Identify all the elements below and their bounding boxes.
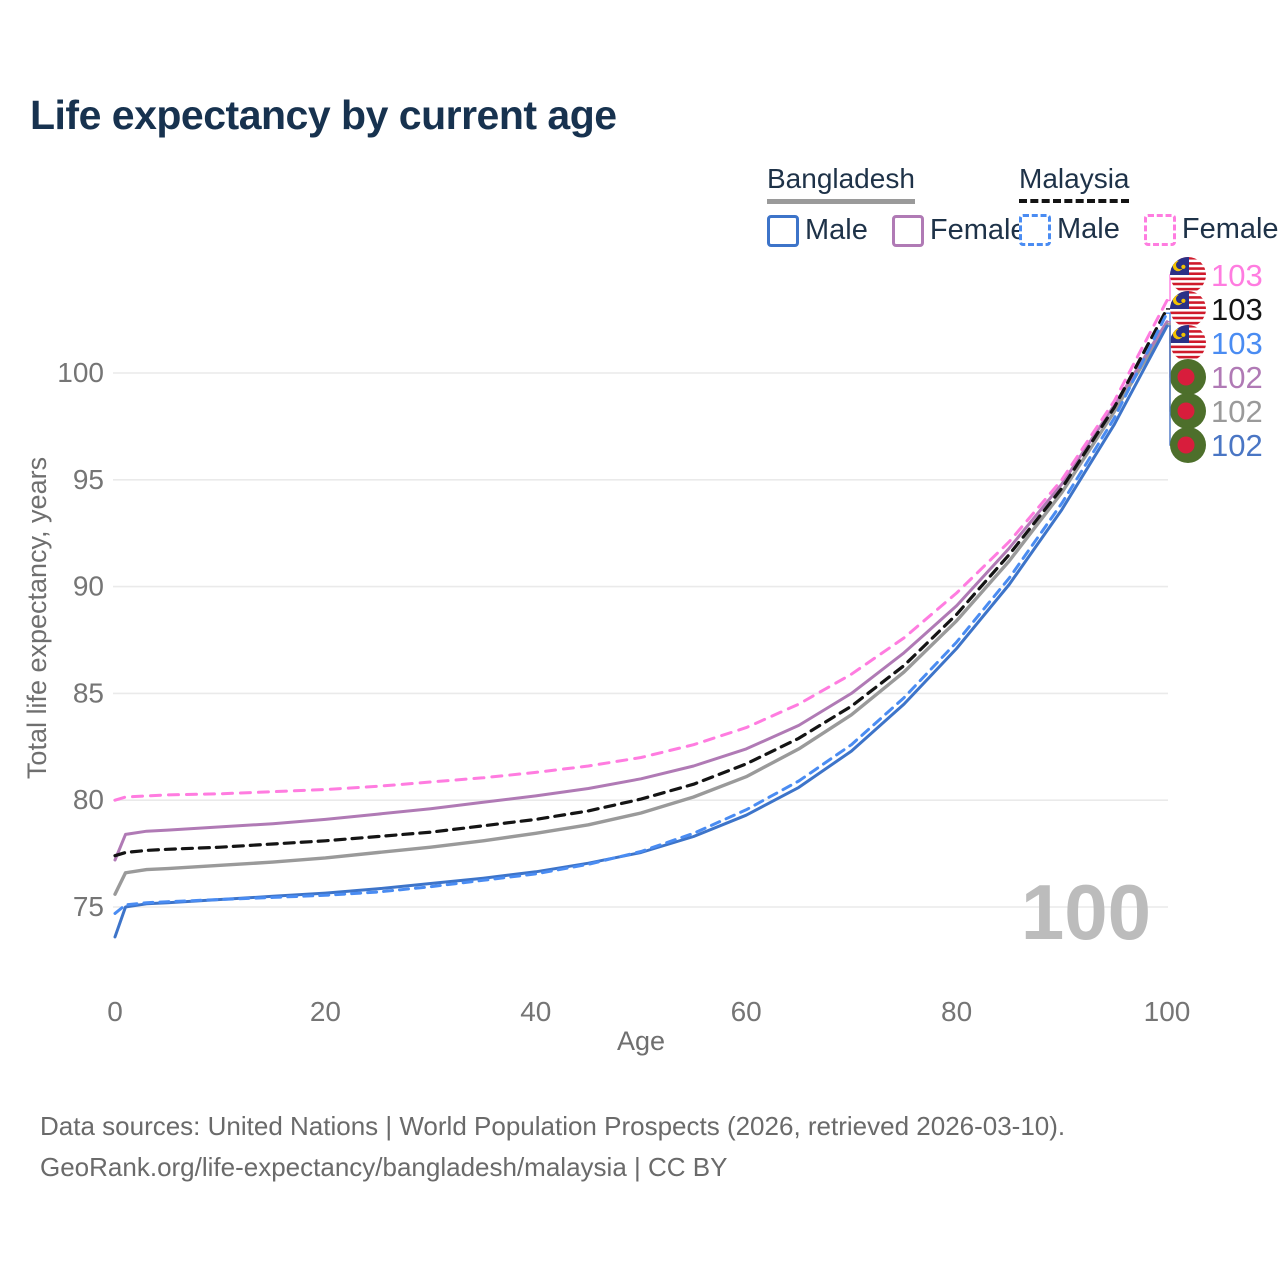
legend-checkbox-bangladesh-female[interactable] — [891, 214, 924, 247]
legend-header-bangladesh[interactable]: Bangladesh — [767, 163, 915, 204]
end-value-label-my_total: 103 — [1211, 292, 1263, 327]
end-value-label-my_female: 103 — [1211, 258, 1263, 293]
x-tick-label: 80 — [941, 996, 972, 1027]
malaysia-flag-icon — [1170, 325, 1206, 361]
legend: Bangladesh Male Female Malaysia Male Fem… — [0, 163, 1280, 248]
legend-label-malaysia-male[interactable]: Male — [1057, 213, 1120, 245]
page-title: Life expectancy by current age — [30, 92, 617, 138]
end-value-label-bd_total: 102 — [1211, 394, 1263, 429]
bangladesh-flag-icon — [1170, 393, 1206, 429]
series-line-my_female — [113, 298, 1169, 802]
end-value-label-my_male: 103 — [1211, 326, 1263, 361]
y-tick-label: 85 — [73, 677, 104, 708]
legend-label-malaysia-female[interactable]: Female — [1181, 213, 1279, 245]
legend-group-bangladesh: Bangladesh Male Female — [767, 163, 1045, 247]
y-tick-label: 75 — [73, 891, 104, 922]
chart-svg: 75 80 85 90 95 100 100 0 20 40 60 80 100 Age Total lif… — [22, 257, 1263, 1056]
legend-label-bangladesh-female[interactable]: Female — [929, 214, 1027, 246]
footer-sources: Data sources: United Nations | World Pop… — [40, 1111, 1066, 1141]
legend-checkbox-bangladesh-male[interactable] — [767, 214, 799, 247]
legend-group-malaysia: Malaysia Male Female — [1019, 163, 1280, 246]
malaysia-flag-icon — [1170, 291, 1206, 327]
age-watermark: 100 — [1021, 868, 1151, 956]
x-tick-label: 100 — [1144, 996, 1191, 1027]
legend-header-malaysia[interactable]: Malaysia — [1019, 163, 1130, 203]
series-line-bd_total — [113, 322, 1169, 896]
y-tick-label: 80 — [73, 784, 104, 815]
y-tick-label: 95 — [73, 464, 104, 495]
y-tick-label: 90 — [73, 571, 104, 602]
legend-label-bangladesh-male[interactable]: Male — [805, 214, 868, 246]
y-tick-label: 100 — [57, 357, 104, 388]
x-tick-label: 20 — [310, 996, 341, 1027]
legend-checkbox-malaysia-male[interactable] — [1019, 213, 1051, 246]
series-line-my_male — [113, 311, 1169, 915]
x-tick-label: 60 — [731, 996, 762, 1027]
chart-footer: Data sources: United Nations | World Pop… — [40, 1106, 1065, 1188]
bangladesh-flag-icon — [1170, 359, 1206, 395]
legend-checkbox-malaysia-female[interactable] — [1143, 213, 1176, 246]
end-value-label-bd_female: 102 — [1211, 360, 1263, 395]
bangladesh-flag-icon — [1170, 427, 1206, 463]
y-axis-title: Total life expectancy, years — [22, 457, 52, 779]
malaysia-flag-icon — [1170, 257, 1206, 293]
x-tick-label: 40 — [520, 996, 551, 1027]
end-value-label-bd_male: 102 — [1211, 428, 1263, 463]
series-line-my_total — [113, 307, 1169, 858]
x-axis-title: Age — [617, 1026, 665, 1056]
x-tick-label: 0 — [107, 996, 123, 1027]
series-line-bd_female — [113, 320, 1169, 862]
footer-attribution: GeoRank.org/life-expectancy/bangladesh/m… — [40, 1152, 728, 1182]
